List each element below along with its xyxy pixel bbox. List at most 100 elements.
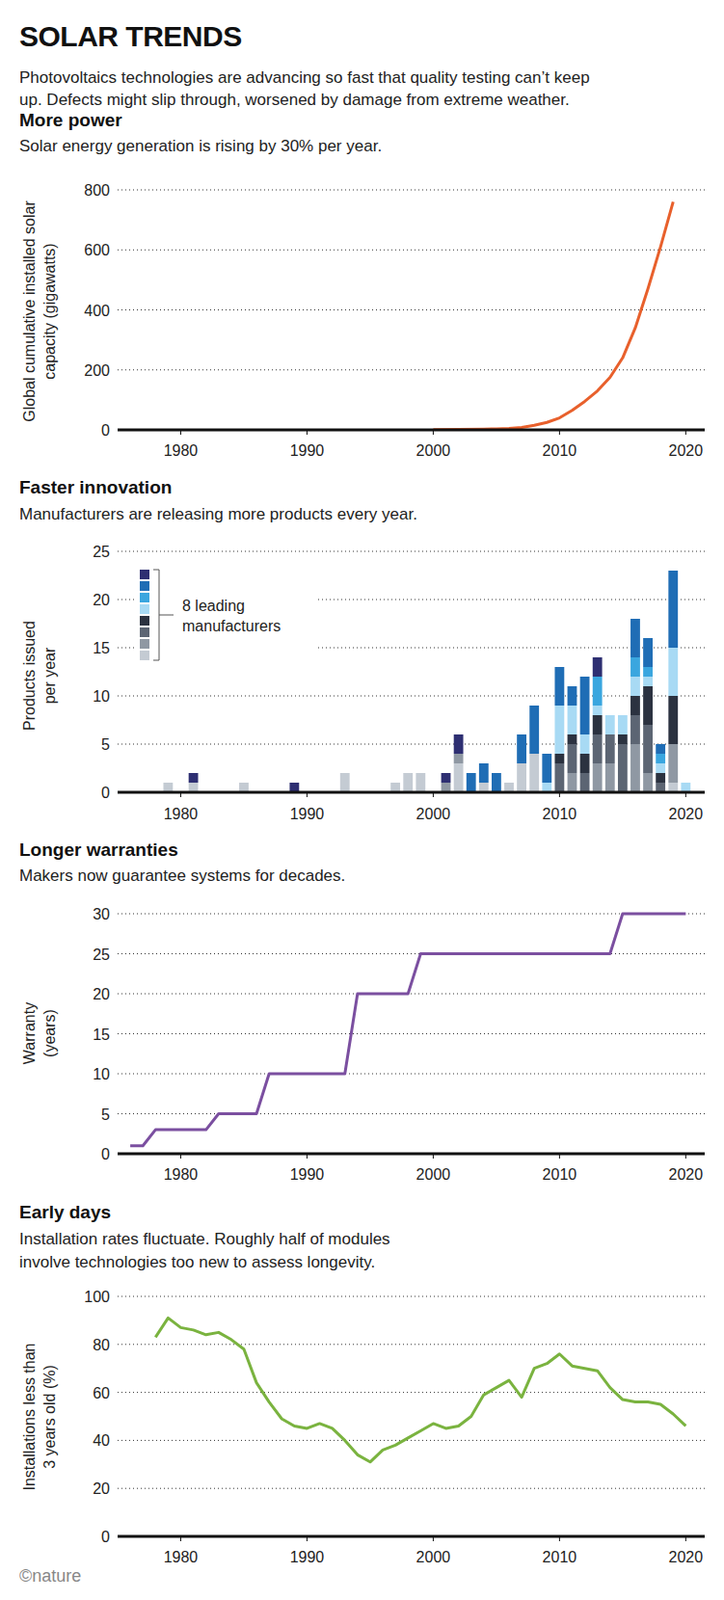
x-axis <box>117 1535 705 1539</box>
y-tick-label: 0 <box>101 422 110 439</box>
bar-segment <box>617 715 628 717</box>
bar-segment <box>162 782 173 784</box>
legend-swatch <box>139 650 150 661</box>
x-axis <box>117 791 705 795</box>
bar-segment <box>592 657 603 677</box>
bar-segment <box>643 686 653 725</box>
y-tick-label: 30 <box>92 906 110 923</box>
bar-segment <box>643 773 653 793</box>
bar-segment <box>567 686 578 688</box>
y-tick-label: 10 <box>92 688 110 705</box>
legend-label: manufacturers <box>182 617 281 635</box>
bar-segment <box>402 773 413 775</box>
chart: More powerSolar energy generation is ris… <box>19 109 705 459</box>
y-tick-label: 80 <box>92 1337 110 1354</box>
legend-bracket <box>153 569 174 661</box>
grid-line <box>117 696 705 698</box>
bar-segment <box>402 773 413 775</box>
y-tick-label: 25 <box>92 543 110 561</box>
legend-swatch <box>139 639 150 649</box>
bar-segment <box>390 782 401 784</box>
bar-segment <box>643 724 653 774</box>
x-tick <box>180 792 182 798</box>
chart: Longer warrantiesMakers now guarantee sy… <box>19 839 705 1183</box>
y-tick-label: 15 <box>92 640 110 657</box>
x-tick <box>685 1536 687 1542</box>
bar-segment <box>239 782 249 784</box>
bar-segment <box>541 753 552 755</box>
chart-subtitle: Makers now guarantee systems for decades… <box>19 866 346 885</box>
bar-segment <box>643 638 653 668</box>
bar-segment <box>441 773 452 783</box>
legend-swatch <box>139 604 150 615</box>
bar-segment <box>592 715 603 735</box>
bar-segment <box>655 763 666 774</box>
grid-line <box>117 792 705 794</box>
bar-segment <box>617 715 628 717</box>
x-tick <box>432 1536 434 1542</box>
x-tick-label: 1990 <box>290 442 325 459</box>
bar-segment <box>668 570 678 648</box>
bar-segment <box>655 753 666 764</box>
bar-segment <box>592 705 603 716</box>
y-tick-label: 40 <box>92 1432 110 1449</box>
grid-line <box>117 429 705 431</box>
bar-segment <box>655 744 666 754</box>
x-tick <box>306 1153 308 1159</box>
chart-subtitle: Installation rates fluctuate. Roughly ha… <box>19 1230 391 1249</box>
bar-segment <box>554 753 564 764</box>
bar-segment <box>402 773 413 793</box>
x-tick-label: 2000 <box>416 1549 452 1566</box>
legend-swatch <box>139 627 150 638</box>
bar-segment <box>504 782 514 784</box>
bar-segment <box>402 773 413 775</box>
plot-area <box>130 913 686 1147</box>
x-tick-label: 1980 <box>163 442 199 459</box>
bar-segment <box>504 782 514 784</box>
x-tick <box>180 429 182 435</box>
bar-segment <box>580 734 590 754</box>
x-tick <box>306 1536 308 1542</box>
bar-segment <box>554 705 564 754</box>
bar-segment <box>516 734 527 764</box>
bar-segment <box>580 676 590 735</box>
x-tick-label: 1990 <box>290 805 325 823</box>
grid-line <box>117 551 705 553</box>
bar-segment <box>605 715 616 717</box>
x-tick <box>432 792 434 798</box>
grid-line <box>117 744 705 746</box>
bar-segment <box>605 734 616 764</box>
bar-segment <box>567 734 578 745</box>
x-tick-label: 2020 <box>669 1166 704 1183</box>
bar-segment <box>605 715 616 717</box>
bar-segment <box>592 734 603 764</box>
grid-line <box>117 1073 705 1075</box>
plot-area <box>432 201 673 430</box>
chart-title: Early days <box>19 1202 111 1223</box>
bar-segment <box>592 763 603 793</box>
grid-line <box>117 1033 705 1035</box>
grid-line <box>117 993 705 995</box>
bar-segment <box>454 763 464 793</box>
x-tick-label: 2020 <box>669 805 704 823</box>
bar-segment <box>630 618 641 620</box>
bar-segment <box>402 773 413 775</box>
bar-segment <box>454 734 464 754</box>
x-tick-label: 2010 <box>542 805 578 823</box>
bar-segment <box>162 782 173 784</box>
grid-line <box>117 953 705 955</box>
page: {"header": {"title": "SOLAR TRENDS", "su… <box>0 0 724 1600</box>
bar-segment <box>668 744 678 783</box>
bar-segment <box>504 782 514 784</box>
bar-segment <box>415 773 426 775</box>
bar-segment <box>655 773 666 783</box>
x-tick <box>180 1536 182 1542</box>
x-tick-label: 1980 <box>163 1549 199 1566</box>
bar-segment <box>529 705 539 707</box>
bar-segment <box>466 773 477 793</box>
bar-segment <box>680 782 691 784</box>
y-tick-label: 20 <box>92 591 110 609</box>
bar-segment <box>504 782 514 784</box>
x-tick <box>685 792 687 798</box>
subtitle: Photovoltaics technologies are advancing… <box>19 68 590 87</box>
